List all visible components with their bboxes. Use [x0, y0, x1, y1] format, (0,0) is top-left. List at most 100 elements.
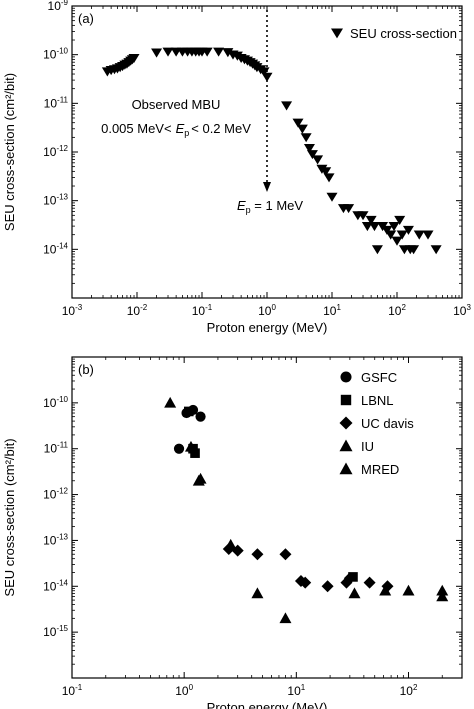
data-point: [162, 47, 174, 57]
y-tick-exp: -12: [56, 144, 68, 153]
data-point: [321, 580, 334, 593]
legend-marker: [339, 439, 353, 452]
y-tick-exp: -10: [56, 395, 68, 404]
y-tick-exp: -13: [56, 193, 68, 202]
data-point: [391, 236, 403, 246]
data-point: [184, 406, 194, 417]
x-tick-exp: -3: [75, 303, 83, 312]
y-tick-base: 10: [43, 48, 57, 62]
data-point: [394, 215, 406, 225]
series-iu: [164, 396, 449, 624]
data-point: [184, 440, 197, 452]
ep-value: = 1 MeV: [251, 198, 304, 213]
data-point: [326, 192, 338, 202]
y-tick-base: 10: [43, 194, 57, 208]
data-point: [422, 230, 434, 240]
mbu-range-sym: E: [176, 121, 185, 136]
data-point: [190, 448, 200, 458]
x-axis-label: Proton energy (MeV): [207, 320, 328, 335]
legend-label: LBNL: [361, 393, 394, 408]
series-lbnl: [184, 406, 358, 582]
mbu-title: Observed MBU: [132, 97, 221, 112]
x-tick-label: 10-1: [192, 303, 213, 318]
legend-marker: [339, 416, 353, 430]
data-point: [261, 72, 273, 82]
y-tick-exp: -14: [56, 578, 68, 587]
x-tick-label: 10-3: [62, 303, 83, 318]
data-point: [292, 118, 304, 128]
x-tick-base: 10: [62, 304, 76, 318]
y-tick-label: 10-13: [43, 193, 68, 208]
data-point: [299, 576, 312, 589]
x-tick-exp: 2: [413, 683, 418, 692]
x-tick-base: 10: [323, 304, 337, 318]
data-point: [251, 587, 264, 599]
data-point: [279, 612, 292, 624]
legend-label: MRED: [361, 462, 399, 477]
data-point: [258, 67, 270, 77]
x-tick-base: 10: [258, 304, 272, 318]
legend-marker: [340, 371, 352, 383]
data-point: [173, 443, 185, 454]
data-point: [306, 150, 318, 160]
panel-a: 10-3 10-2 10-1 100 101 102 10310-910-1010-1110…: [2, 0, 471, 335]
x-tick-base: 10: [453, 304, 467, 318]
y-tick-label: 10-10: [43, 395, 68, 410]
data-point: [323, 173, 335, 183]
data-point: [385, 230, 397, 240]
x-tick-exp: 0: [189, 683, 194, 692]
x-tick-label: 102: [388, 303, 406, 318]
data-point: [413, 230, 425, 240]
data-point: [402, 225, 414, 235]
legend-marker: [331, 28, 343, 39]
data-point: [348, 587, 361, 599]
data-point: [365, 215, 377, 225]
y-tick-exp: -15: [56, 624, 68, 633]
y-tick-exp: -14: [56, 241, 68, 250]
panel-label: (b): [78, 362, 94, 377]
x-axis-label: Proton energy (MeV): [207, 700, 328, 709]
data-point: [357, 211, 369, 221]
data-point: [408, 245, 420, 255]
data-point: [402, 584, 415, 596]
data-point: [251, 548, 264, 561]
plot-frame: [71, 356, 463, 679]
ep-sym: E: [237, 198, 246, 213]
y-tick-base: 10: [44, 96, 58, 110]
data-point: [430, 245, 442, 255]
x-tick-label: 103: [453, 303, 471, 318]
x-tick-label: 100: [175, 683, 193, 698]
legend-label: IU: [361, 439, 374, 454]
data-point: [279, 548, 292, 561]
data-point: [343, 572, 356, 585]
y-tick-exp: -13: [56, 532, 68, 541]
x-tick-label: 102: [400, 683, 418, 698]
data-point: [224, 538, 237, 550]
y-tick-exp: -12: [56, 487, 68, 496]
data-point: [312, 155, 324, 165]
x-tick-base: 10: [287, 684, 301, 698]
data-point: [303, 144, 315, 154]
data-point: [361, 221, 373, 232]
data-point: [192, 474, 205, 486]
y-tick-base: 10: [43, 145, 57, 159]
y-tick-base: 10: [43, 396, 57, 410]
y-tick-label: 10-15: [43, 624, 68, 639]
x-tick-exp: -2: [140, 303, 148, 312]
y-tick-label: 10-11: [44, 441, 69, 456]
mbu-range-sub: p: [184, 128, 189, 138]
x-tick-exp: 2: [401, 303, 406, 312]
x-tick-label: 10-1: [62, 683, 83, 698]
y-tick-label: 10-11: [44, 95, 69, 110]
legend-label: SEU cross-section: [350, 26, 457, 41]
y-tick-base: 10: [43, 579, 57, 593]
x-tick-exp: 0: [271, 303, 276, 312]
y-tick-base: 10: [48, 0, 62, 13]
legend-marker: [340, 394, 352, 406]
x-tick-exp: 1: [336, 303, 341, 312]
data-point: [396, 230, 408, 240]
y-tick-label: 10-12: [43, 487, 68, 502]
y-tick-label: 10-14: [43, 578, 68, 593]
series-uc-davis: [222, 543, 394, 593]
panel-b: 10-1 100 101 10210-1010-1110-1210-1310-1410…: [2, 356, 463, 709]
